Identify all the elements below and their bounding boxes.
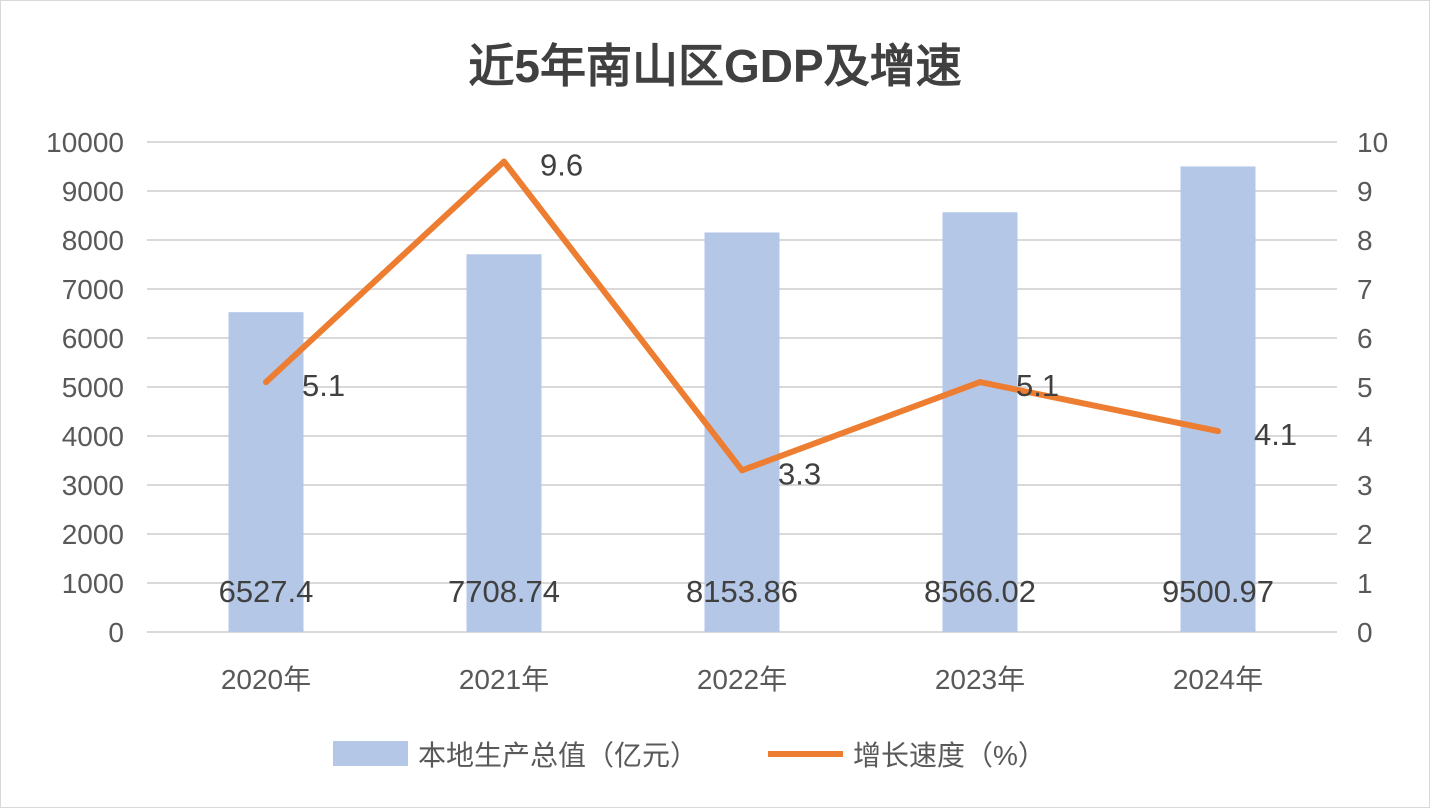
y-right-tick-label: 10	[1357, 127, 1388, 158]
y-right-tick-label: 1	[1357, 568, 1373, 599]
bar-data-label: 8153.86	[686, 574, 798, 609]
bar-2020年	[228, 312, 304, 632]
bar-2022年	[704, 232, 780, 632]
y-right-tick-label: 0	[1357, 617, 1373, 648]
x-tick-label: 2024年	[1173, 664, 1263, 695]
line-data-label: 9.6	[540, 148, 583, 183]
y-left-tick-label: 9000	[62, 176, 124, 207]
growth-point-2024年	[1215, 428, 1221, 435]
bar-data-label: 9500.97	[1162, 574, 1274, 609]
y-left-tick-label: 1000	[62, 568, 124, 599]
bar-2024年	[1180, 166, 1256, 633]
line-data-label: 5.1	[302, 368, 345, 403]
y-right-tick-label: 8	[1357, 225, 1373, 256]
bar-data-label: 8566.02	[924, 574, 1036, 609]
legend-label-line: 增长速度（%）	[853, 740, 1046, 771]
growth-point-2021年	[501, 158, 507, 165]
y-left-tick-label: 0	[108, 617, 124, 648]
growth-point-2020年	[263, 379, 269, 386]
y-left-tick-label: 6000	[62, 323, 124, 354]
line-data-label: 4.1	[1254, 417, 1297, 452]
bar-2023年	[942, 212, 1018, 632]
x-tick-label: 2021年	[459, 664, 549, 695]
bar-data-label: 6527.4	[219, 574, 314, 609]
chart-title: 近5年南山区GDP及增速	[468, 40, 961, 92]
y-left-tick-label: 5000	[62, 372, 124, 403]
y-left-tick-label: 3000	[62, 470, 124, 501]
line-data-label: 3.3	[778, 456, 821, 491]
y-left-tick-label: 7000	[62, 274, 124, 305]
y-right-tick-label: 3	[1357, 470, 1373, 501]
line-data-label: 5.1	[1016, 368, 1059, 403]
y-right-tick-label: 6	[1357, 323, 1373, 354]
growth-point-2022年	[739, 467, 745, 474]
x-tick-label: 2022年	[697, 664, 787, 695]
y-left-tick-label: 8000	[62, 225, 124, 256]
y-left-tick-label: 10000	[46, 127, 124, 158]
legend: 本地生产总值（亿元） 增长速度（%）	[333, 740, 1046, 771]
legend-label-bar: 本地生产总值（亿元）	[418, 740, 698, 771]
bar-2021年	[466, 254, 542, 633]
y-right-tick-label: 4	[1357, 421, 1373, 452]
x-tick-label: 2023年	[935, 664, 1025, 695]
y-left-tick-label: 2000	[62, 519, 124, 550]
y-right-tick-label: 7	[1357, 274, 1373, 305]
y-right-tick-label: 5	[1357, 372, 1373, 403]
bar-data-label: 7708.74	[448, 574, 560, 609]
x-tick-label: 2020年	[221, 664, 311, 695]
growth-point-2023年	[977, 379, 983, 386]
y-right-tick-label: 2	[1357, 519, 1373, 550]
y-left-tick-label: 4000	[62, 421, 124, 452]
legend-swatch-bar	[333, 741, 408, 766]
y-right-tick-label: 9	[1357, 176, 1373, 207]
